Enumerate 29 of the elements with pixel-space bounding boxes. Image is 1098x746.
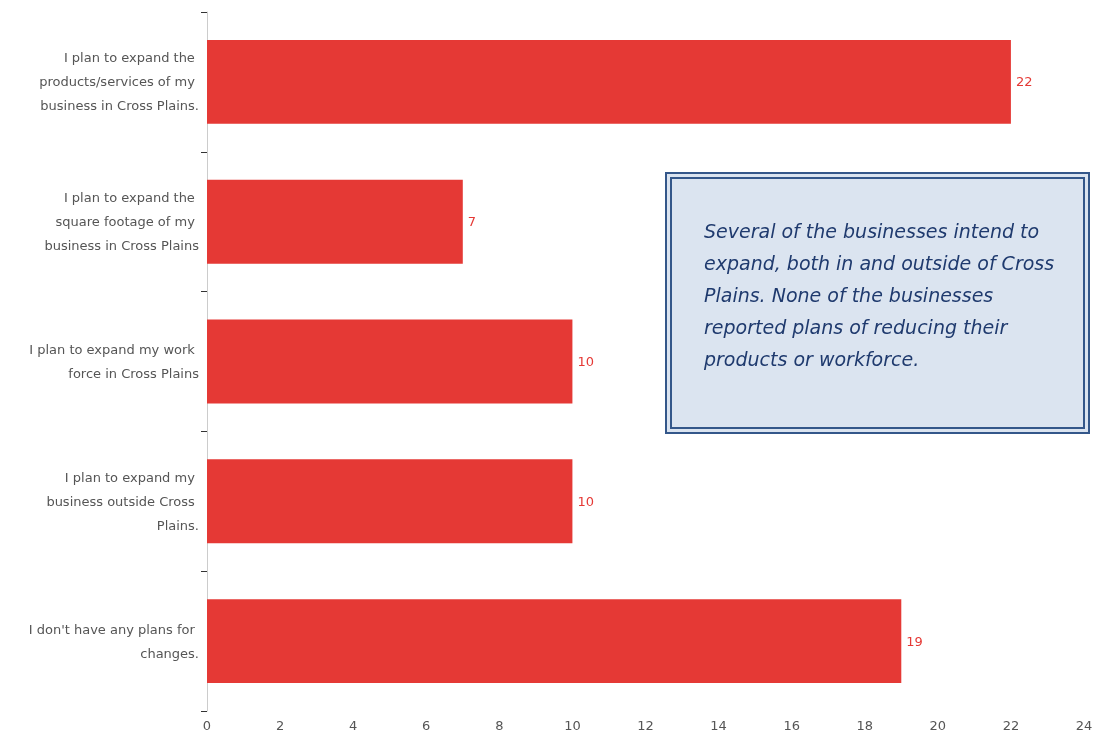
x-tick-label: 6	[422, 718, 431, 733]
y-tick-label: I plan to expand my business outside Cross Plains.	[46, 469, 199, 533]
bar	[207, 599, 902, 684]
y-tick-label: I plan to expand my work force in Cross Plains	[29, 342, 200, 381]
x-tick-label: 22	[1002, 718, 1020, 733]
x-tick-label: 12	[637, 718, 654, 733]
x-tick-label: 14	[710, 718, 727, 733]
data-label: 10	[577, 354, 594, 369]
bar	[207, 319, 573, 404]
x-tick-label: 10	[564, 718, 581, 733]
x-tick-label: 24	[1075, 718, 1093, 733]
x-tick-label: 16	[783, 718, 800, 733]
data-label: 10	[577, 493, 594, 509]
y-tick-label: I plan to expand the square footage of my business in Cross Plains	[44, 190, 200, 254]
annotation: Several of the businesses intend to expand, both in and outside of Cross Plains. None of the businesses reported plans of reducing their products or workforce.	[704, 219, 1056, 372]
y-tick-label: I plan to expand the products/services of my business in Cross Plains.	[39, 50, 199, 114]
bar	[207, 39, 1011, 124]
data-label: 19	[906, 633, 923, 649]
x-tick-label: 2	[275, 718, 285, 733]
bar	[207, 459, 573, 544]
y-tick-label: I don't have any plans for changes.	[28, 621, 199, 661]
x-tick-label: 20	[929, 718, 947, 733]
data-label: 22	[1015, 74, 1033, 90]
x-tick-label: 0	[202, 718, 212, 733]
x-tick-label: 4	[349, 718, 358, 733]
data-label: 7	[467, 214, 477, 230]
x-tick-label: 8	[495, 718, 504, 733]
bar	[207, 179, 463, 264]
x-tick-label: 18	[856, 718, 874, 733]
